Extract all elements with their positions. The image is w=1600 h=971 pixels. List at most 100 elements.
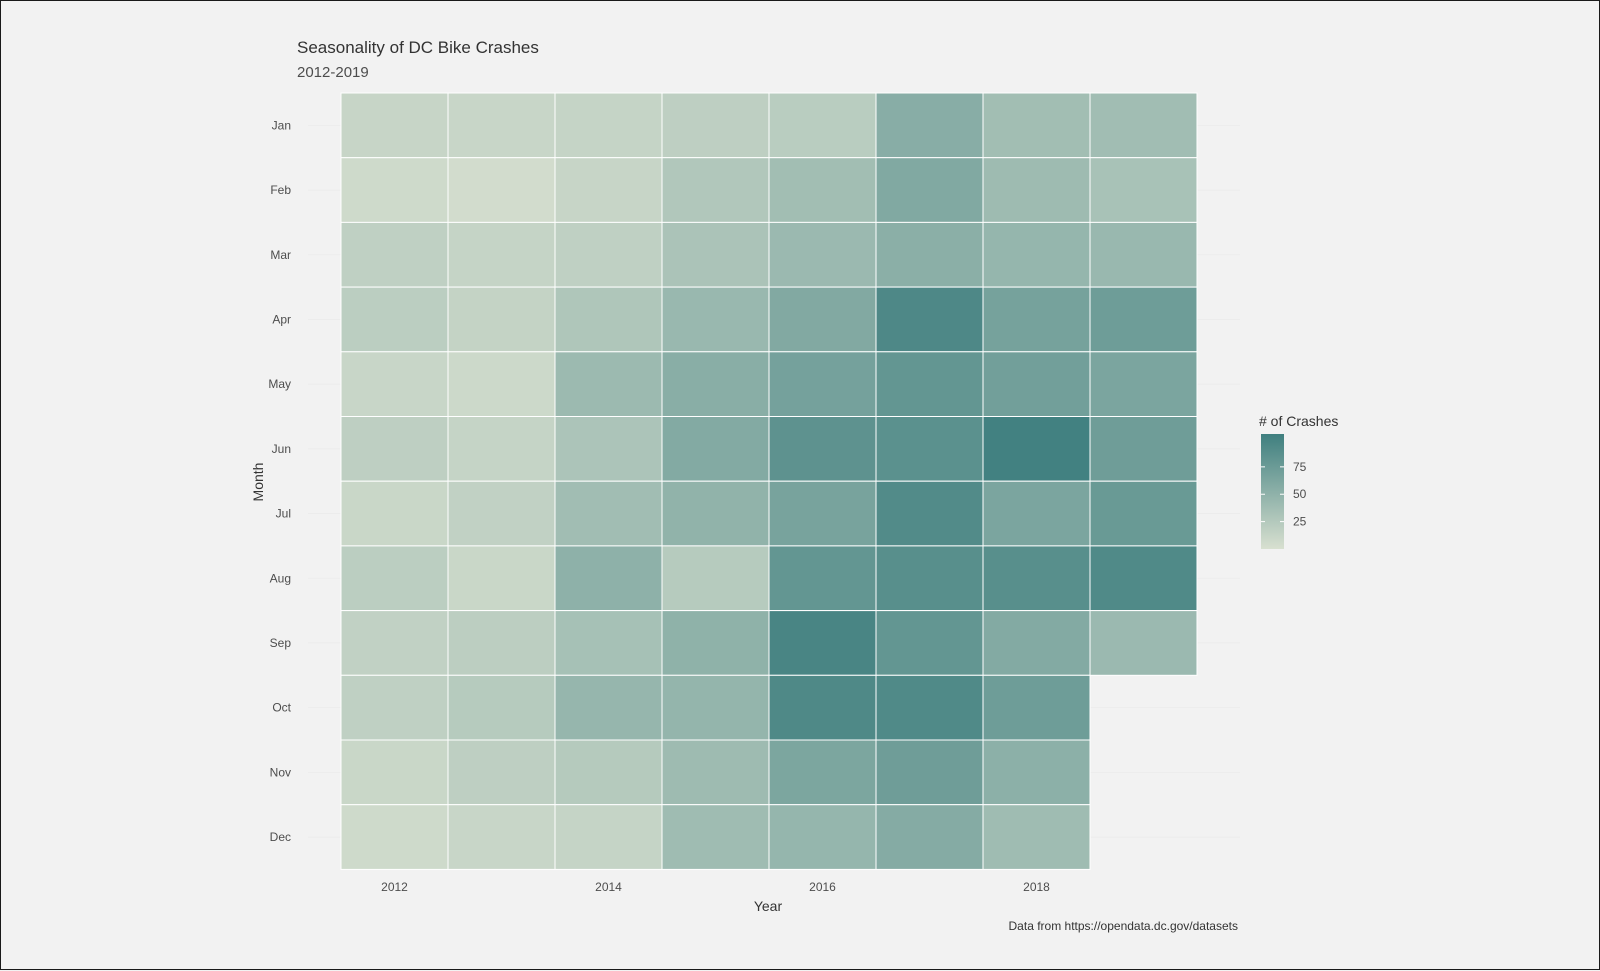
heatmap-tile-apr-2013	[447, 286, 556, 353]
heatmap-tile-apr-2018	[982, 286, 1091, 353]
heatmap-tile-aug-2014	[554, 545, 663, 612]
heatmap-tile-jun-2015	[661, 416, 770, 482]
heatmap-tile-jul-2013	[447, 480, 556, 547]
heatmap-tile-may-2015	[661, 351, 770, 417]
y-tick-label-may: May	[268, 377, 291, 391]
legend-tick-label-25: 25	[1293, 515, 1307, 529]
y-tick-label-jun: Jun	[272, 442, 291, 456]
heatmap-tile-may-2013	[447, 351, 556, 417]
heatmap-tile-oct-2017	[875, 674, 984, 741]
heatmap-tile-apr-2016	[768, 286, 877, 353]
heatmap-tile-aug-2017	[875, 545, 984, 612]
heatmap-tile-jun-2012	[340, 416, 449, 482]
heatmap-tile-jun-2013	[447, 416, 556, 482]
heatmap-tile-jan-2019	[1089, 92, 1198, 159]
heatmap-tile-apr-2014	[554, 286, 663, 353]
y-tick-label-aug: Aug	[270, 571, 291, 585]
heatmap-tile-jan-2018	[982, 92, 1091, 159]
heatmap-tile-mar-2017	[875, 221, 984, 288]
x-tick-label-2012: 2012	[381, 880, 408, 894]
legend-color-bar	[1261, 434, 1284, 549]
heatmap-tile-oct-2013	[447, 674, 556, 741]
heatmap-tile-jan-2015	[661, 92, 770, 159]
y-tick-label-nov: Nov	[270, 765, 291, 779]
heatmap-tile-jul-2016	[768, 480, 877, 547]
heatmap-tile-nov-2017	[875, 739, 984, 806]
legend-tick-label-75: 75	[1293, 460, 1307, 474]
heatmap-tile-aug-2019	[1089, 545, 1198, 612]
heatmap-tile-feb-2012	[340, 157, 449, 223]
heatmap-tile-mar-2013	[447, 221, 556, 288]
heatmap-tile-jul-2015	[661, 480, 770, 547]
heatmap-tile-dec-2014	[554, 804, 663, 870]
heatmap-tile-jul-2018	[982, 480, 1091, 547]
y-axis-ticks: Jan Feb Mar Apr May Jun Jul Aug Sep Oct Nov Dec	[268, 118, 291, 844]
heatmap-tile-sep-2018	[982, 610, 1091, 676]
x-tick-label-2016: 2016	[809, 880, 836, 894]
chart-title: Seasonality of DC Bike Crashes	[297, 38, 539, 57]
heatmap-tile-mar-2012	[340, 221, 449, 288]
heatmap-tile-jun-2019	[1089, 416, 1198, 482]
heatmap-tile-jan-2013	[447, 92, 556, 159]
heatmap-tile-jun-2018	[982, 416, 1091, 482]
y-tick-label-oct: Oct	[272, 701, 291, 715]
heatmap-tile-oct-2018	[982, 674, 1091, 741]
heatmap-tile-sep-2014	[554, 610, 663, 676]
heatmap-tile-oct-2016	[768, 674, 877, 741]
heatmap-tile-may-2014	[554, 351, 663, 417]
heatmap-tile-dec-2017	[875, 804, 984, 870]
heatmap-tile-aug-2016	[768, 545, 877, 612]
x-axis-ticks: 2012 2014 2016 2018	[381, 880, 1050, 894]
heatmap-tile-jan-2016	[768, 92, 877, 159]
y-axis-label: Month	[250, 463, 266, 502]
y-tick-label-mar: Mar	[270, 248, 291, 262]
heatmap-tile-jan-2014	[554, 92, 663, 159]
heatmap-tile-apr-2012	[340, 286, 449, 353]
y-tick-label-sep: Sep	[270, 636, 292, 650]
data-source-caption: Data from https://opendata.dc.gov/datase…	[1009, 919, 1238, 933]
heatmap-tile-apr-2017	[875, 286, 984, 353]
heatmap-tile-may-2016	[768, 351, 877, 417]
color-legend: # of Crashes 25 50 75	[1259, 413, 1338, 549]
y-tick-label-jan: Jan	[272, 118, 291, 132]
heatmap-tile-aug-2013	[447, 545, 556, 612]
y-tick-label-dec: Dec	[270, 830, 291, 844]
legend-tick-label-50: 50	[1293, 487, 1307, 501]
heatmap-tile-feb-2016	[768, 157, 877, 223]
y-tick-label-jul: Jul	[276, 507, 291, 521]
heatmap-tiles	[340, 92, 1198, 870]
heatmap-tile-oct-2014	[554, 674, 663, 741]
heatmap-tile-may-2012	[340, 351, 449, 417]
heatmap-tile-jul-2019	[1089, 480, 1198, 547]
heatmap-tile-may-2017	[875, 351, 984, 417]
heatmap-tile-nov-2014	[554, 739, 663, 806]
heatmap-tile-sep-2019	[1089, 610, 1198, 676]
y-tick-label-apr: Apr	[272, 312, 291, 326]
heatmap-tile-dec-2013	[447, 804, 556, 870]
heatmap-tile-mar-2015	[661, 221, 770, 288]
heatmap-tile-nov-2015	[661, 739, 770, 806]
chart-subtitle: 2012-2019	[297, 64, 369, 81]
x-axis-label: Year	[754, 898, 783, 914]
heatmap-tile-feb-2015	[661, 157, 770, 223]
heatmap-tile-sep-2017	[875, 610, 984, 676]
heatmap-tile-jan-2012	[340, 92, 449, 159]
heatmap-tile-mar-2018	[982, 221, 1091, 288]
heatmap-tile-feb-2014	[554, 157, 663, 223]
heatmap-tile-jan-2017	[875, 92, 984, 159]
heatmap-tile-sep-2015	[661, 610, 770, 676]
heatmap-tile-oct-2015	[661, 674, 770, 741]
heatmap-tile-jul-2014	[554, 480, 663, 547]
heatmap-tile-feb-2018	[982, 157, 1091, 223]
heatmap-tile-nov-2013	[447, 739, 556, 806]
heatmap-tile-aug-2012	[340, 545, 449, 612]
y-tick-label-feb: Feb	[270, 183, 291, 197]
heatmap-tile-nov-2018	[982, 739, 1091, 806]
heatmap-tile-dec-2012	[340, 804, 449, 870]
heatmap-tile-nov-2012	[340, 739, 449, 806]
heatmap-tile-jun-2014	[554, 416, 663, 482]
heatmap-tile-nov-2016	[768, 739, 877, 806]
x-tick-label-2018: 2018	[1023, 880, 1050, 894]
